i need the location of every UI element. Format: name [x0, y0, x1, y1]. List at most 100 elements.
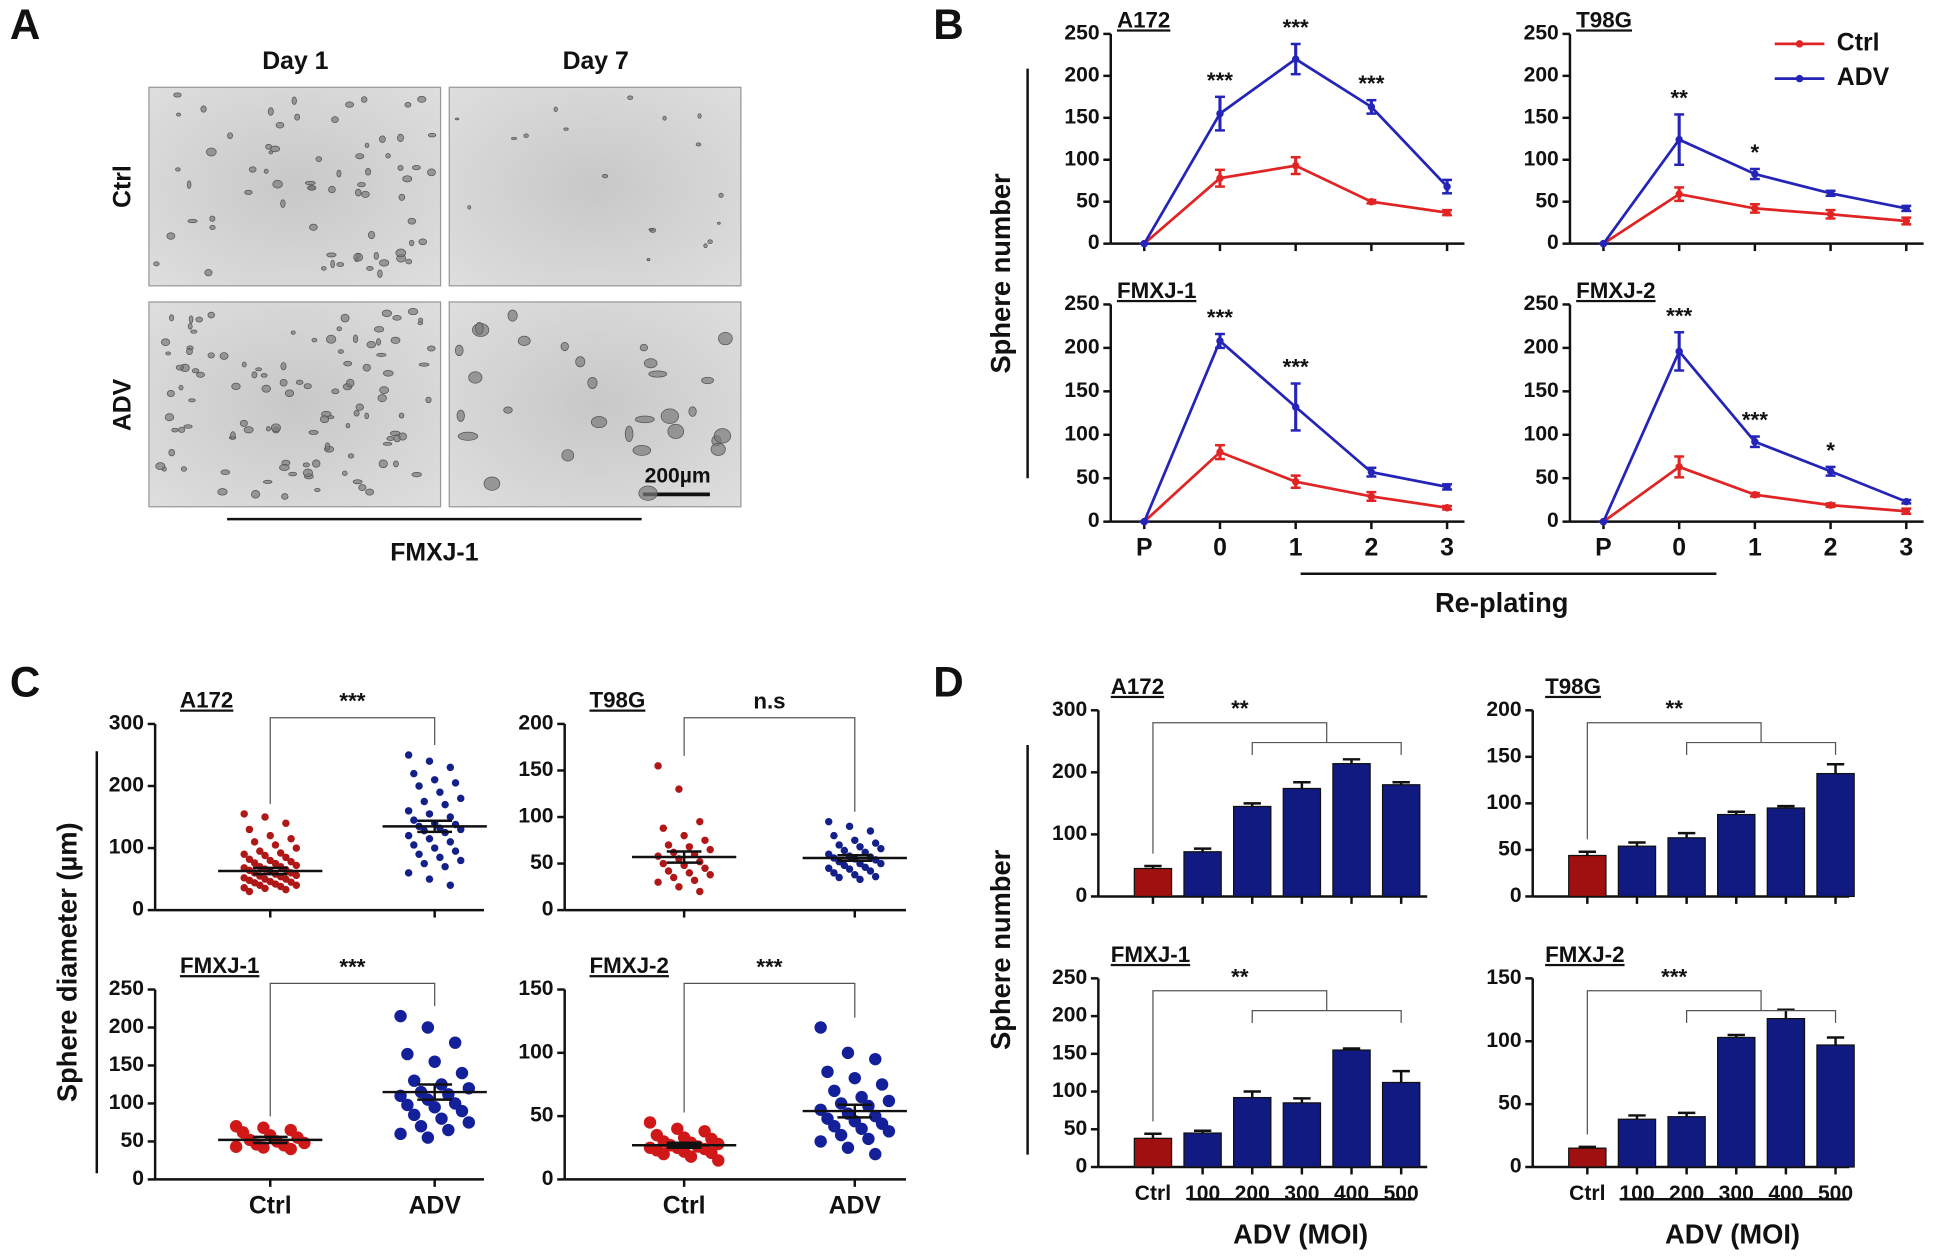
cell — [587, 376, 598, 389]
point — [451, 847, 460, 855]
cell — [265, 143, 272, 150]
bar — [1816, 772, 1855, 898]
point — [1291, 161, 1300, 170]
y-tick-label: 0 — [132, 1167, 144, 1190]
point — [425, 875, 434, 883]
cell — [324, 442, 331, 451]
point — [420, 797, 428, 806]
significance: ** — [1670, 85, 1688, 110]
cell — [186, 180, 192, 189]
point — [825, 817, 833, 826]
significance: *** — [1742, 408, 1768, 433]
cell — [382, 441, 393, 446]
point — [1443, 483, 1451, 491]
point — [659, 859, 668, 868]
cell — [390, 336, 401, 344]
bar — [1183, 851, 1222, 898]
x-tick-label: Ctrl — [1135, 1182, 1171, 1205]
cell — [302, 468, 314, 478]
point — [690, 876, 699, 885]
cell — [206, 147, 217, 157]
cell — [345, 101, 354, 108]
cell — [503, 406, 513, 414]
chart-title: FMXJ-1 — [1111, 942, 1190, 967]
chart-title: T98G — [590, 688, 646, 713]
cell — [703, 243, 708, 249]
point — [1140, 517, 1148, 526]
point — [712, 1137, 725, 1151]
point — [401, 1047, 414, 1061]
y-tick-label: 100 — [1486, 791, 1521, 814]
point — [287, 857, 295, 866]
bar — [1282, 787, 1322, 898]
y-tick-label: 300 — [1052, 698, 1087, 721]
cell — [340, 313, 350, 323]
x-tick-label: Ctrl — [249, 1192, 292, 1219]
bar — [1133, 1137, 1173, 1168]
cell — [365, 488, 375, 496]
point — [866, 827, 875, 835]
cell — [355, 153, 365, 160]
cell — [187, 323, 193, 330]
y-tick-label: 200 — [1052, 760, 1087, 783]
cell — [279, 378, 288, 387]
cell — [361, 96, 368, 103]
significance-bracket — [269, 717, 436, 804]
y-tick-label: 100 — [109, 836, 144, 859]
bar — [1667, 1116, 1706, 1168]
cell — [272, 179, 283, 189]
bar — [1133, 867, 1173, 898]
x-tick-label: 500 — [1818, 1182, 1853, 1205]
y-axis-label: Sphere diameter (µm) — [52, 822, 83, 1102]
cell — [417, 321, 424, 326]
chart-title: A172 — [1117, 7, 1170, 32]
y-tick-label: 150 — [1524, 105, 1559, 128]
cell — [309, 223, 318, 231]
point — [830, 869, 838, 877]
bar — [1717, 1036, 1756, 1168]
y-tick-label: 50 — [530, 851, 553, 874]
bar — [1233, 1096, 1272, 1168]
chart-title: FMXJ-1 — [1117, 278, 1196, 303]
cell — [718, 192, 724, 198]
cell — [279, 463, 290, 472]
significance: *** — [1358, 71, 1384, 96]
cell — [280, 199, 286, 208]
cell — [563, 127, 569, 131]
cell — [456, 409, 465, 422]
point — [701, 864, 709, 872]
y-tick-label: 50 — [121, 1129, 144, 1152]
x-tick-label: P — [1136, 535, 1153, 562]
cell — [267, 107, 274, 116]
y-tick-label: 100 — [1052, 822, 1087, 845]
point — [841, 1141, 855, 1154]
point — [448, 1036, 462, 1049]
point — [446, 813, 455, 821]
cell — [345, 422, 351, 429]
cell — [173, 92, 182, 98]
point — [814, 1021, 827, 1034]
chart-title: A172 — [180, 688, 233, 713]
point — [425, 835, 434, 843]
point — [828, 1120, 841, 1133]
point — [428, 1055, 441, 1068]
point — [457, 794, 465, 803]
cell — [241, 361, 247, 368]
x-tick-label: 0 — [1672, 535, 1686, 562]
cell — [265, 426, 271, 432]
cell — [175, 364, 185, 371]
cell — [662, 115, 667, 121]
x-tick-label: ADV — [829, 1192, 882, 1219]
cell — [667, 423, 685, 439]
point — [245, 855, 254, 863]
significance: *** — [756, 954, 782, 979]
cell — [648, 370, 668, 378]
y-tick-label: 100 — [518, 1040, 553, 1063]
cell — [553, 106, 558, 112]
point — [1216, 109, 1224, 118]
x-axis-label: ADV (MOI) — [1233, 1219, 1368, 1250]
cell — [405, 258, 413, 265]
x-tick-label: 0 — [1213, 535, 1227, 562]
cell — [373, 326, 385, 333]
point — [706, 845, 714, 854]
